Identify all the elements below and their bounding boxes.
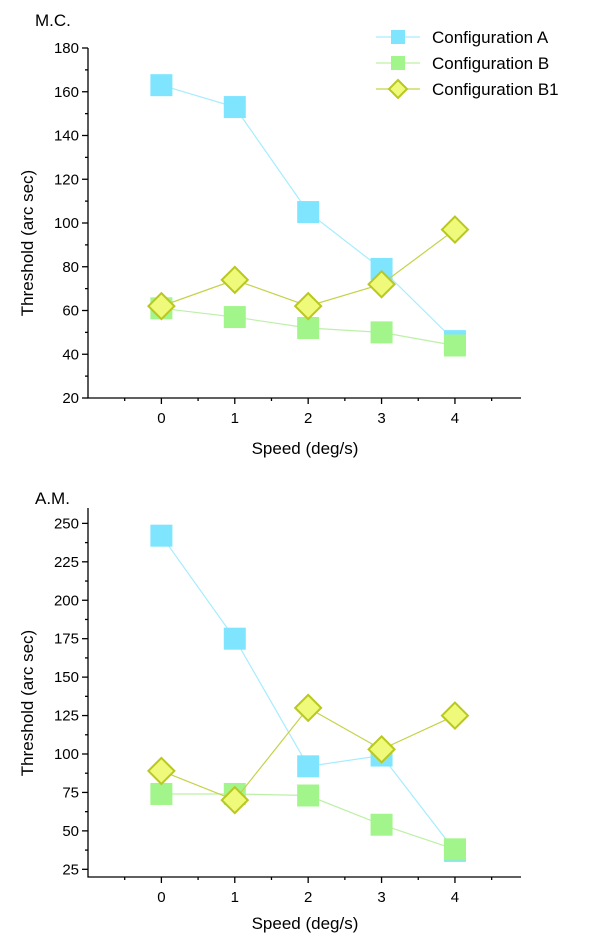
x-tick-label-mc: 0 xyxy=(157,410,165,427)
y-tick-label-mc: 120 xyxy=(54,171,79,188)
y-tick-label-mc: 20 xyxy=(62,390,79,407)
legend-label-configuration-b: Configuration B xyxy=(432,54,549,73)
data-point-configuration-b1-am xyxy=(440,701,470,730)
data-point-configuration-b1-mc xyxy=(220,265,250,295)
x-tick-label-am: 2 xyxy=(304,889,312,906)
data-point-configuration-b-am xyxy=(443,838,466,861)
x-tick-label-mc: 2 xyxy=(304,410,312,427)
y-tick-label-am: 175 xyxy=(54,631,79,648)
data-point-configuration-b1-am xyxy=(146,756,176,786)
x-tick-label-am: 0 xyxy=(157,889,165,906)
y-tick-label-am: 75 xyxy=(62,784,79,801)
y-tick-label-am: 25 xyxy=(62,861,79,878)
data-point-configuration-b-mc xyxy=(223,306,246,329)
y-tick-label-am: 250 xyxy=(54,515,79,532)
data-point-configuration-b1-mc xyxy=(440,215,470,244)
y-tick-label-am: 150 xyxy=(54,669,79,686)
y-tick-label-am: 100 xyxy=(54,746,79,763)
axes-am xyxy=(87,508,521,878)
x-tick-label-mc: 4 xyxy=(451,410,459,427)
y-tick-label-mc: 140 xyxy=(54,128,79,145)
data-point-configuration-b-mc xyxy=(297,317,320,339)
data-point-configuration-a-mc xyxy=(150,74,173,97)
data-point-configuration-b1-mc xyxy=(367,269,396,299)
data-point-configuration-a-mc xyxy=(370,257,393,280)
data-point-configuration-a-mc xyxy=(297,201,320,224)
y-tick-label-mc: 60 xyxy=(62,303,79,320)
data-point-configuration-a-am xyxy=(297,755,320,778)
data-point-configuration-b-am xyxy=(150,782,173,805)
data-point-configuration-b-am xyxy=(297,784,320,807)
data-point-configuration-b1-am xyxy=(367,734,396,764)
legend-label-configuration-a: Configuration A xyxy=(432,28,549,47)
legend-marker-configuration-a xyxy=(391,30,405,44)
y-tick-label-am: 200 xyxy=(54,592,79,609)
x-tick-label-am: 4 xyxy=(451,889,459,906)
panel-title-am: A.M. xyxy=(35,489,70,508)
y-axis-title-mc: Threshold (arc sec) xyxy=(18,170,37,316)
x-tick-label-mc: 1 xyxy=(231,410,239,427)
y-tick-label-mc: 180 xyxy=(54,40,79,57)
data-point-configuration-b1-mc xyxy=(146,291,176,321)
y-tick-label-mc: 40 xyxy=(62,346,79,363)
panel-am: A.M. Threshold (arc sec) Speed (deg/s) 2… xyxy=(18,489,521,933)
data-point-configuration-b1-am xyxy=(293,693,323,723)
y-tick-label-am: 225 xyxy=(54,554,79,571)
y-tick-label-am: 50 xyxy=(62,823,79,840)
legend: Configuration A Configuration B Configurat… xyxy=(376,28,559,100)
x-tick-label-am: 1 xyxy=(231,889,239,906)
y-tick-label-am: 125 xyxy=(54,708,79,725)
x-axis-title-mc: Speed (deg/s) xyxy=(252,439,359,458)
data-point-configuration-a-am xyxy=(223,627,246,650)
x-tick-label-mc: 3 xyxy=(377,410,385,427)
data-point-configuration-b-am xyxy=(370,813,393,836)
legend-marker-configuration-b1 xyxy=(387,78,409,100)
y-tick-label-mc: 100 xyxy=(54,215,79,232)
legend-marker-configuration-b xyxy=(391,56,405,70)
data-point-configuration-b1-am xyxy=(220,785,250,815)
data-point-configuration-b-mc xyxy=(370,321,393,344)
y-tick-label-mc: 80 xyxy=(62,259,79,276)
x-axis-title-am: Speed (deg/s) xyxy=(252,914,359,933)
panel-mc: M.C. Threshold (arc sec) Speed (deg/s) 2… xyxy=(18,11,521,458)
y-tick-label-mc: 160 xyxy=(54,84,79,101)
legend-label-configuration-b1: Configuration B1 xyxy=(432,80,559,99)
x-tick-label-am: 3 xyxy=(377,889,385,906)
data-point-configuration-b1-mc xyxy=(293,291,323,321)
y-axis-title-am: Threshold (arc sec) xyxy=(18,630,37,776)
data-point-configuration-a-am xyxy=(150,524,173,547)
data-point-configuration-a-mc xyxy=(223,96,246,119)
data-point-configuration-b-mc xyxy=(443,334,466,357)
panel-title-mc: M.C. xyxy=(35,11,71,30)
